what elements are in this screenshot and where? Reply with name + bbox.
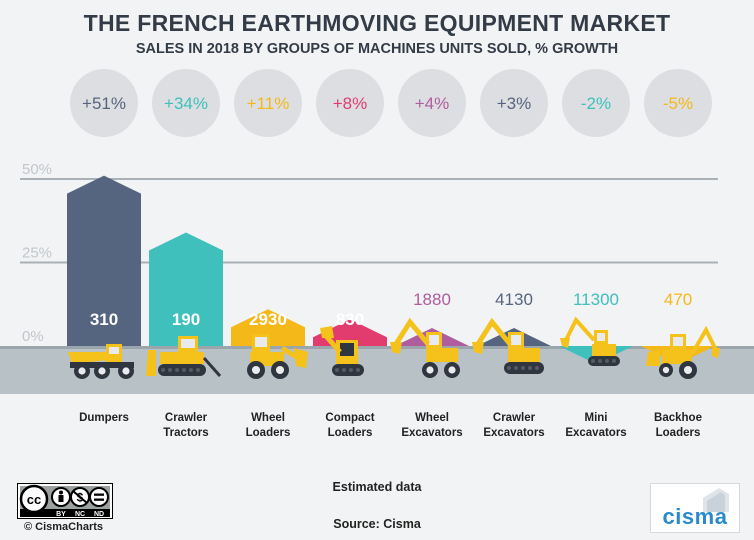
category-label: Compact Loaders [325, 412, 374, 439]
bar-group: -5% 470 Backhoe Loaders [641, 69, 720, 439]
cc-license-badge: cc $ BY NC ND [17, 483, 113, 519]
growth-bubble [398, 69, 466, 137]
nc-dollar-icon: $ [70, 487, 90, 507]
crawler-excavator-icon [472, 317, 544, 374]
svg-text:cc: cc [27, 492, 41, 507]
bar [67, 175, 141, 346]
units-label: 1880 [413, 290, 451, 309]
category-label: Backhoe Loaders [654, 412, 702, 439]
logo-building-icon [703, 488, 729, 512]
cc-icon: cc [19, 484, 49, 514]
growth-label: -2% [581, 94, 611, 113]
growth-label: +11% [247, 94, 290, 113]
license-nd: ND [94, 511, 104, 518]
dumper-icon [68, 344, 134, 379]
nd-equals-icon [89, 487, 109, 507]
estimated-note: Estimated data [332, 480, 422, 494]
license-by: BY [56, 511, 66, 518]
mini-excavator-icon [560, 316, 620, 366]
backhoe-loader-icon [646, 325, 720, 379]
category-label: Wheel Excavators [401, 412, 462, 439]
bar [231, 309, 305, 346]
category-label: Mini Excavators [565, 412, 626, 439]
y-tick-label: 25% [22, 245, 52, 262]
growth-bubble [152, 69, 220, 137]
by-person-icon [51, 487, 71, 507]
units-label: 310 [90, 310, 118, 329]
wheel-excavator-icon [390, 317, 460, 378]
units-label: 2930 [249, 310, 287, 329]
chart-subtitle: SALES IN 2018 BY GROUPS OF MACHINES UNIT… [135, 41, 619, 57]
growth-label: +4% [415, 94, 450, 113]
growth-label: +3% [497, 94, 532, 113]
compact-loader-icon [320, 326, 364, 376]
growth-bubble [480, 69, 548, 137]
source-note: Source: Cisma [333, 517, 421, 531]
bar-group: +4% 1880 Wheel Excavators [390, 69, 469, 439]
logo-text: cisma [662, 504, 728, 529]
category-label: Crawler Tractors [163, 412, 208, 439]
bar-group: +8% 830 Compact Loaders [313, 69, 387, 439]
chart-title: THE FRENCH EARTHMOVING EQUIPMENT MARKET [83, 10, 671, 36]
copyright-text: © CismaCharts [24, 521, 104, 533]
category-label: Crawler Excavators [483, 412, 544, 439]
growth-label: +34% [164, 94, 208, 113]
license-nc: NC [75, 511, 85, 518]
growth-bubble [562, 69, 630, 137]
cisma-logo: cisma [650, 483, 740, 533]
units-label: 4130 [495, 290, 533, 309]
y-tick-label: 50% [22, 161, 52, 178]
category-label: Wheel Loaders [246, 412, 291, 439]
growth-bubble [70, 69, 138, 137]
crawler-tractor-icon [146, 336, 222, 377]
y-tick-label: 0% [22, 328, 44, 345]
bar-group: +11% 2930 Wheel Loaders [231, 69, 308, 439]
bar-group: +34% 190 Crawler Tractors [146, 69, 223, 439]
units-label: 470 [664, 290, 692, 309]
growth-bubble [234, 69, 302, 137]
wheel-loader-icon [247, 334, 308, 379]
growth-label: +51% [82, 94, 126, 113]
growth-bubble [316, 69, 384, 137]
bar-group: -2% 11300 Mini Excavators [559, 69, 633, 439]
bar-group: +51% 310 Dumpers [67, 69, 141, 424]
units-label: 830 [336, 310, 364, 329]
bar-group: +3% 4130 Crawler Excavators [472, 69, 551, 439]
units-label: 11300 [573, 290, 619, 309]
growth-label: -5% [663, 94, 693, 113]
bar [149, 232, 223, 346]
category-label: Dumpers [79, 412, 129, 424]
growth-label: +8% [333, 94, 368, 113]
bar-chart: 50% 25% 0% +51% 310 Dumpers +34% 190 Crawler Trac… [0, 69, 754, 439]
units-label: 190 [172, 310, 200, 329]
ground-top-edge [0, 346, 754, 349]
growth-bubble [644, 69, 712, 137]
